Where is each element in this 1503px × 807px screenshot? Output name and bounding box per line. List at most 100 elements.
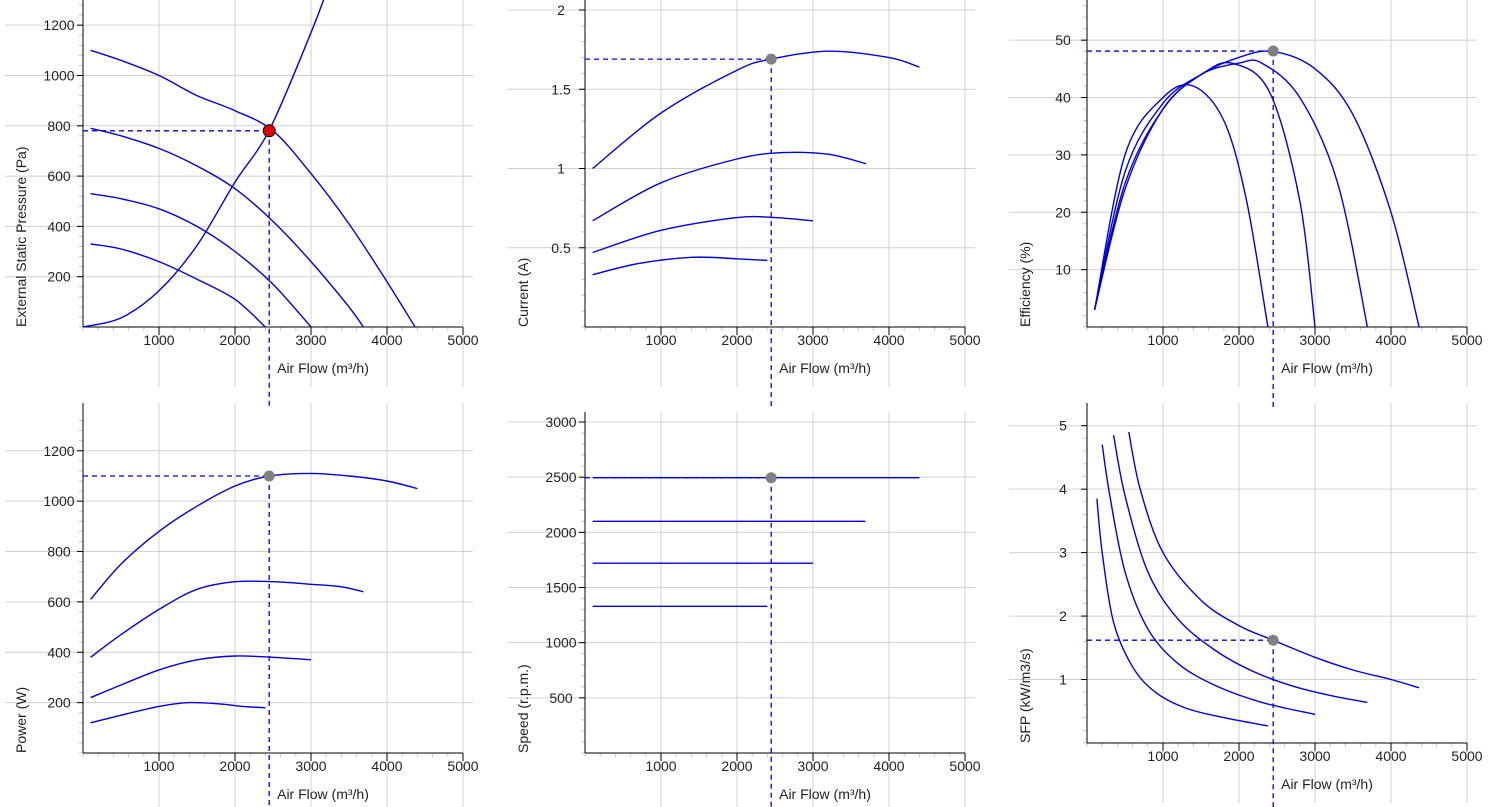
x-tick-label: 4000	[371, 758, 402, 774]
y-tick-label: 600	[47, 168, 71, 184]
y-tick-label: 1	[557, 161, 565, 177]
y-axis-label: Power (W)	[13, 687, 29, 753]
series-line-3	[1101, 444, 1316, 716]
y-tick-label: 200	[47, 695, 71, 711]
x-tick-label: 4000	[1375, 748, 1406, 764]
series-line-4	[1096, 498, 1269, 727]
y-tick-label: 1	[1059, 672, 1067, 688]
x-tick-label: 1000	[1147, 748, 1178, 764]
series-line-1	[592, 50, 920, 170]
x-tick-label: 1000	[645, 332, 676, 348]
chart-3: 1000 2000 3000 4000 5000 10 20 30 40 50 Air Flow (…	[1009, 0, 1483, 407]
x-tick-label: 3000	[797, 332, 828, 348]
curves	[83, 0, 416, 328]
chart-2: 1000 2000 3000 4000 5000 0.5 1 1.5 2 Air Flow (m³…	[507, 0, 981, 407]
y-tick-label: 1.5	[551, 81, 571, 97]
x-tick-label: 2000	[1223, 332, 1254, 348]
y-axis-label: SFP (kW/m3/s)	[1017, 648, 1033, 743]
series-line-2	[90, 127, 364, 328]
x-tick-label: 3000	[1299, 332, 1330, 348]
y-tick-label: 400	[47, 218, 71, 234]
y-tick-label: 500	[549, 690, 573, 706]
y-tick-label: 1000	[545, 635, 576, 651]
y-axis-label: Current (A)	[515, 258, 531, 327]
x-tick-label: 3000	[1299, 748, 1330, 764]
curves	[1093, 50, 1420, 328]
x-tick-label: 2000	[1223, 748, 1254, 764]
operating-point-marker	[765, 472, 777, 484]
chart-1: 1000 2000 3000 4000 5000 200 400 600 800 1000 1200…	[5, 0, 479, 407]
curves	[1096, 431, 1420, 727]
x-tick-label: 5000	[447, 758, 478, 774]
y-axis-label: External Static Pressure (Pa)	[13, 146, 29, 327]
series-line-3	[1093, 61, 1316, 328]
y-tick-label: 50	[1055, 32, 1071, 48]
x-tick-label: 3000	[295, 758, 326, 774]
y-axis-label: Speed (r.p.m.)	[515, 664, 531, 753]
series-line-3	[592, 215, 814, 254]
y-tick-label: 3	[1059, 545, 1067, 561]
y-tick-label: 3000	[545, 414, 576, 430]
series-line-4	[90, 243, 266, 328]
y-tick-label: 20	[1055, 204, 1071, 220]
x-axis-label: Air Flow (m³/h)	[277, 360, 369, 376]
x-axis-label: Air Flow (m³/h)	[1281, 360, 1373, 376]
series-line-4	[1093, 83, 1269, 328]
y-tick-label: 2	[1059, 608, 1067, 624]
y-tick-label: 4	[1059, 481, 1067, 497]
operating-point-marker	[1267, 45, 1279, 57]
y-tick-label: 30	[1055, 147, 1071, 163]
x-tick-label: 1000	[143, 332, 174, 348]
series-line-2	[1093, 59, 1369, 328]
y-tick-label: 800	[47, 544, 71, 560]
y-tick-label: 200	[47, 269, 71, 285]
x-tick-label: 2000	[721, 758, 752, 774]
y-tick-label: 1500	[545, 580, 576, 596]
x-axis-label: Air Flow (m³/h)	[779, 360, 871, 376]
x-tick-label: 5000	[447, 332, 478, 348]
series-line-1	[1093, 50, 1420, 328]
series-line-2	[1112, 435, 1368, 704]
series-line-1	[1128, 431, 1420, 689]
x-axis-label: Air Flow (m³/h)	[1281, 776, 1373, 792]
y-tick-label: 5	[1059, 418, 1067, 434]
operating-point-marker	[263, 470, 275, 482]
curves	[90, 472, 418, 724]
x-axis-label: Air Flow (m³/h)	[779, 786, 871, 802]
chart-4: 1000 2000 3000 4000 5000 200 400 600 800 1000 1200…	[5, 403, 479, 807]
x-tick-label: 4000	[1375, 332, 1406, 348]
y-tick-label: 10	[1055, 262, 1071, 278]
y-tick-label: 0.5	[551, 240, 571, 256]
y-tick-label: 1000	[43, 67, 74, 83]
y-axis-label: Efficiency (%)	[1017, 242, 1033, 327]
x-tick-label: 3000	[295, 332, 326, 348]
x-tick-label: 4000	[873, 758, 904, 774]
y-tick-label: 1200	[43, 17, 74, 33]
y-tick-label: 2000	[545, 524, 576, 540]
series-line-2	[90, 580, 364, 658]
operating-point-marker	[262, 124, 276, 138]
y-tick-label: 600	[47, 594, 71, 610]
y-tick-label: 2	[557, 2, 565, 18]
y-tick-label: 800	[47, 118, 71, 134]
series-line-3	[90, 193, 312, 328]
x-tick-label: 5000	[1451, 748, 1482, 764]
series-line-1	[90, 49, 416, 328]
series-line-4	[592, 256, 768, 276]
x-tick-label: 5000	[949, 758, 980, 774]
series-line-2	[592, 151, 867, 222]
x-tick-label: 1000	[143, 758, 174, 774]
x-tick-label: 4000	[873, 332, 904, 348]
y-tick-label: 2500	[545, 469, 576, 485]
series-line-4	[90, 701, 266, 724]
y-tick-label: 1000	[43, 493, 74, 509]
x-tick-label: 5000	[1451, 332, 1482, 348]
x-tick-label: 5000	[949, 332, 980, 348]
x-axis-label: Air Flow (m³/h)	[277, 786, 369, 802]
x-tick-label: 1000	[645, 758, 676, 774]
x-tick-label: 3000	[797, 758, 828, 774]
operating-point-marker	[765, 53, 777, 65]
y-tick-label: 400	[47, 644, 71, 660]
x-tick-label: 2000	[219, 332, 250, 348]
